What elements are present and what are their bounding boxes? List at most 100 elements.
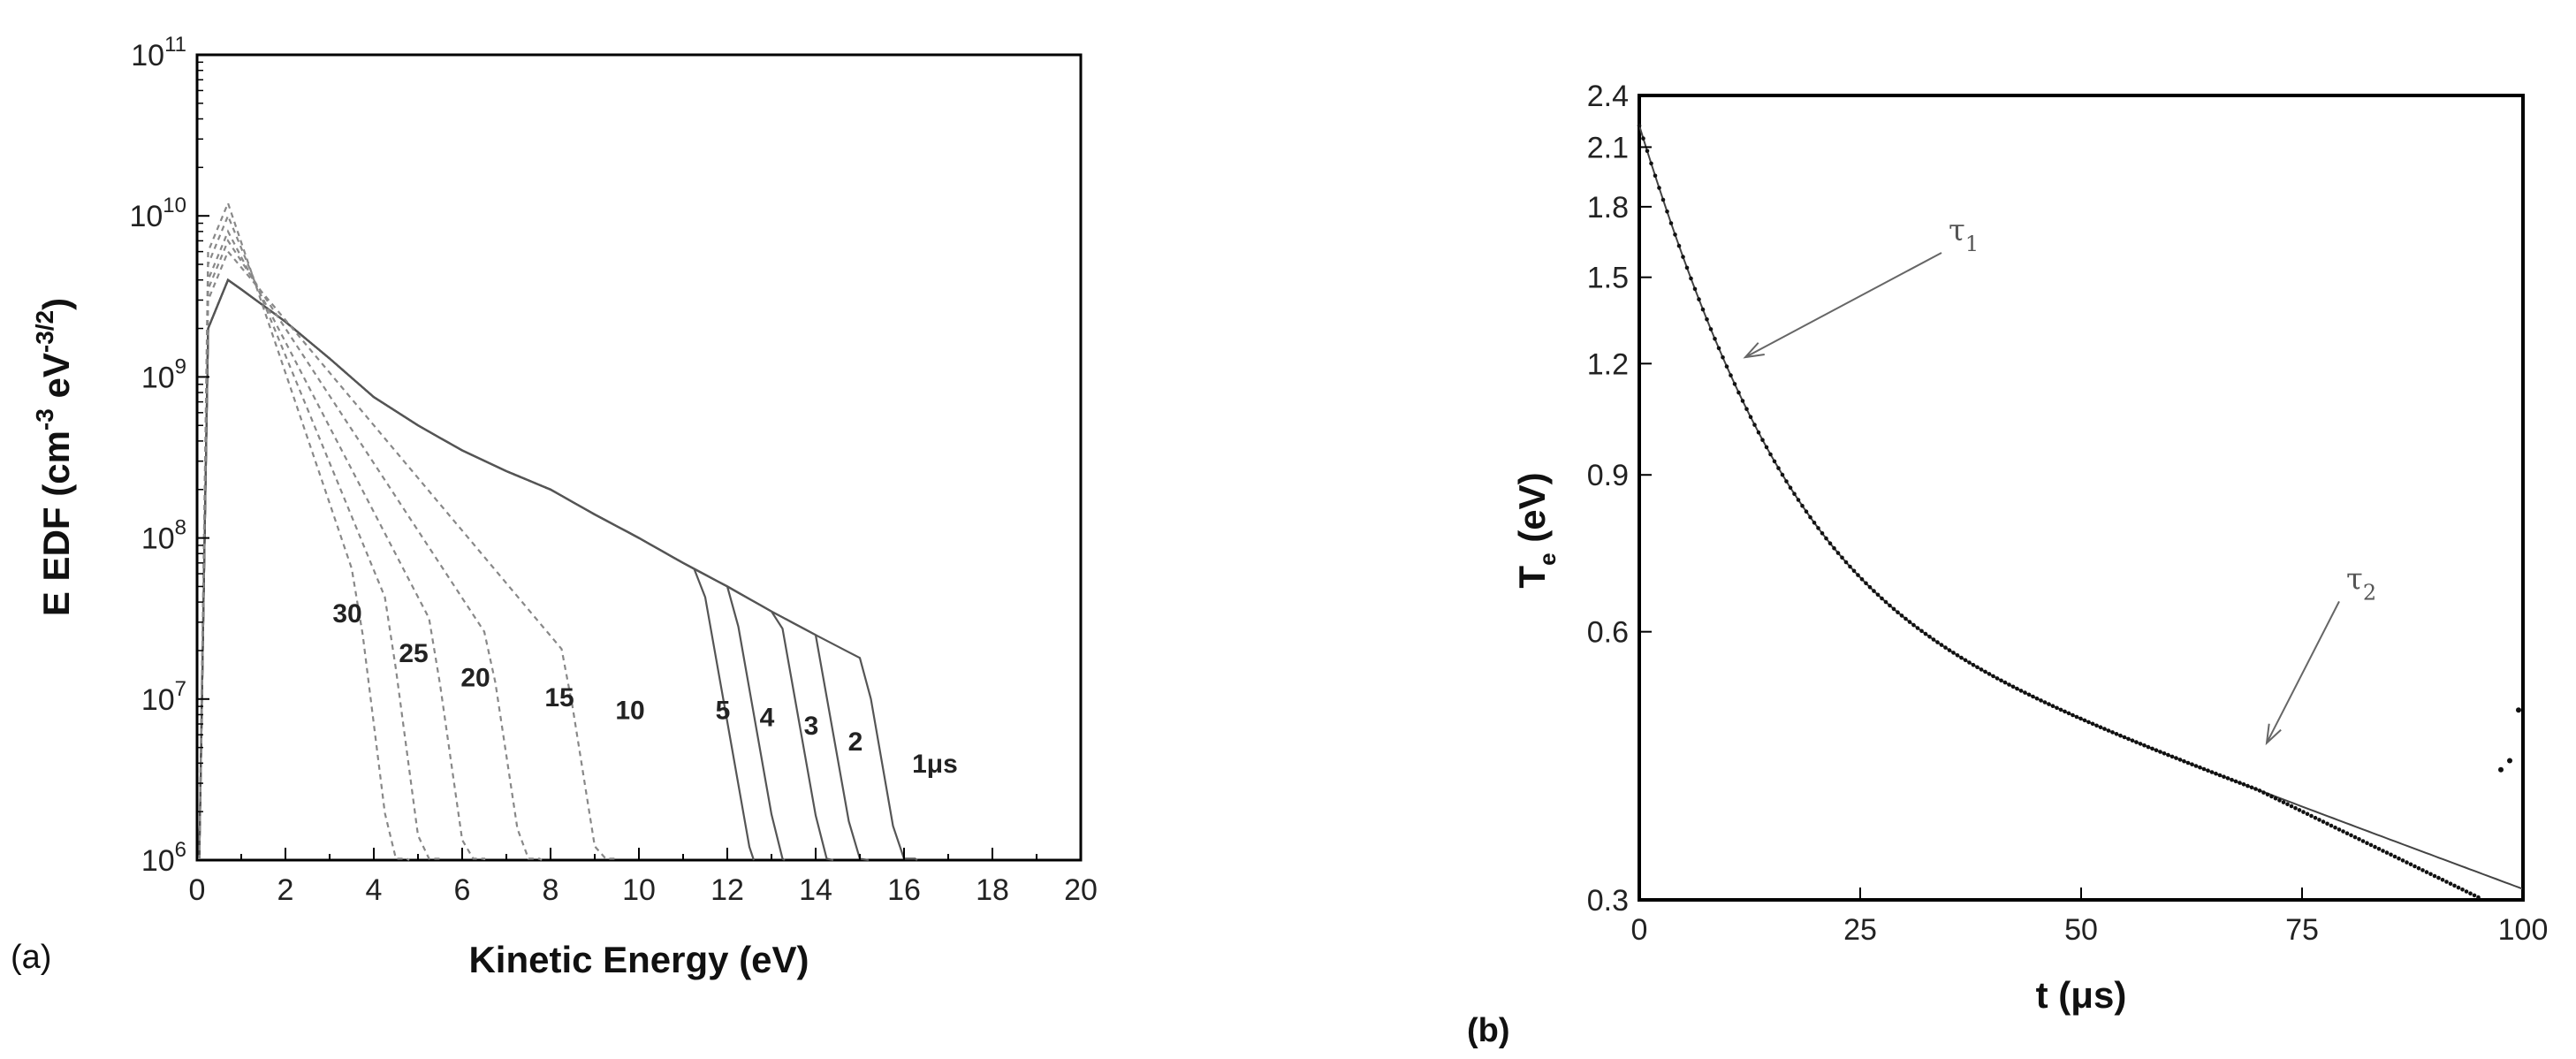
curve-label: 1μs bbox=[912, 750, 958, 779]
data-point bbox=[2082, 718, 2087, 723]
data-point bbox=[1987, 672, 1992, 676]
data-point bbox=[2313, 815, 2318, 820]
data-point bbox=[2273, 796, 2278, 801]
data-point bbox=[2018, 689, 2024, 693]
data-point bbox=[1776, 466, 1781, 470]
data-point bbox=[2297, 808, 2302, 812]
data-point bbox=[1848, 564, 1852, 569]
curve-label: 3 bbox=[804, 712, 819, 741]
data-point bbox=[1668, 221, 1674, 225]
data-point bbox=[1919, 629, 1924, 634]
eedf-curve bbox=[198, 249, 619, 861]
x-tick-label: 14 bbox=[799, 873, 832, 907]
data-point bbox=[2010, 684, 2016, 689]
panel-b: 0 25 50 75 100 0.3 0.6 0.9 1.2 1.5 1.8 2.1 2.4 τ1 τ2… bbox=[1467, 80, 2548, 1049]
data-point bbox=[1951, 651, 1956, 655]
data-point bbox=[2381, 849, 2385, 853]
data-point bbox=[1832, 545, 1836, 551]
y-tick-label: 2.1 bbox=[1587, 131, 1629, 164]
panel-a-x-ticks: 0 2 4 6 8 10 12 14 16 18 20 bbox=[189, 848, 1098, 907]
data-point bbox=[1828, 541, 1833, 545]
data-point bbox=[2309, 813, 2314, 819]
data-point bbox=[1943, 645, 1948, 650]
data-point bbox=[2448, 881, 2453, 886]
data-point bbox=[1729, 373, 1733, 377]
y-tick-label: 1.8 bbox=[1587, 191, 1629, 225]
data-point bbox=[1756, 430, 1761, 435]
curve-label: 4 bbox=[760, 703, 775, 732]
data-point bbox=[2217, 773, 2223, 778]
outlier-point bbox=[2507, 758, 2512, 764]
data-point bbox=[2301, 810, 2306, 814]
data-point bbox=[1971, 662, 1976, 667]
data-point bbox=[1999, 678, 2003, 683]
data-point bbox=[2007, 682, 2011, 687]
data-point bbox=[1843, 560, 1849, 565]
panel-a-y-axis-label: E EDF (cm-3 eV-3/2) bbox=[31, 298, 77, 616]
data-point bbox=[1780, 472, 1785, 477]
data-point bbox=[1764, 445, 1769, 450]
fit-line bbox=[1638, 125, 2524, 890]
panel-a-frame bbox=[195, 53, 1083, 862]
data-point bbox=[1927, 635, 1932, 639]
data-point bbox=[2337, 827, 2342, 832]
y-tick-label: 1.2 bbox=[1587, 347, 1629, 381]
data-point bbox=[1955, 653, 1960, 658]
data-point bbox=[2464, 889, 2469, 894]
y-tick-label: 0.9 bbox=[1587, 459, 1629, 492]
data-point bbox=[2063, 709, 2067, 714]
data-point bbox=[2098, 725, 2103, 729]
data-point bbox=[1899, 613, 1904, 618]
data-point bbox=[2122, 735, 2127, 740]
data-point bbox=[1700, 307, 1706, 312]
data-point bbox=[1705, 317, 1709, 322]
data-point bbox=[1784, 479, 1789, 484]
panel-b-fit-lines bbox=[1638, 125, 2524, 890]
data-point bbox=[1692, 286, 1698, 292]
data-point bbox=[2428, 872, 2433, 877]
data-point bbox=[2408, 862, 2413, 867]
data-point bbox=[2209, 770, 2215, 774]
data-point bbox=[2293, 805, 2298, 811]
data-point bbox=[2249, 785, 2254, 790]
data-point bbox=[2050, 704, 2055, 708]
data-point bbox=[1760, 438, 1765, 443]
curve-label: 10 bbox=[615, 697, 644, 726]
data-point bbox=[1740, 399, 1745, 403]
data-point bbox=[2055, 705, 2059, 711]
data-point bbox=[2222, 774, 2226, 779]
data-point bbox=[1883, 599, 1888, 605]
data-point bbox=[2476, 895, 2481, 900]
data-point bbox=[2110, 730, 2115, 735]
data-point bbox=[2002, 680, 2008, 685]
data-point bbox=[1689, 276, 1693, 281]
curve-label: 5 bbox=[716, 697, 731, 726]
data-point bbox=[1880, 596, 1884, 601]
eedf-curve bbox=[198, 200, 410, 861]
y-tick-label: 1010 bbox=[129, 194, 186, 233]
data-point bbox=[1660, 197, 1666, 202]
data-point bbox=[2413, 864, 2417, 869]
data-point bbox=[1835, 551, 1841, 555]
eedf-curve bbox=[198, 239, 543, 861]
data-point bbox=[1681, 255, 1685, 259]
data-point bbox=[1788, 485, 1793, 490]
data-point bbox=[2023, 690, 2027, 695]
data-point bbox=[1804, 509, 1809, 514]
data-point bbox=[2261, 790, 2266, 795]
panel-b-annotations: τ1 τ2 bbox=[1743, 213, 2376, 746]
data-point bbox=[2154, 748, 2159, 752]
data-point bbox=[2198, 765, 2202, 770]
data-point bbox=[2169, 754, 2175, 759]
data-point bbox=[1697, 297, 1701, 301]
data-point bbox=[1736, 390, 1741, 395]
data-point bbox=[2400, 858, 2405, 863]
data-point bbox=[1752, 423, 1757, 427]
data-point bbox=[1716, 346, 1721, 351]
data-point bbox=[1772, 459, 1777, 464]
data-point bbox=[1891, 606, 1896, 612]
data-point bbox=[1724, 364, 1729, 369]
data-point bbox=[2460, 888, 2465, 892]
data-point bbox=[1851, 568, 1857, 574]
